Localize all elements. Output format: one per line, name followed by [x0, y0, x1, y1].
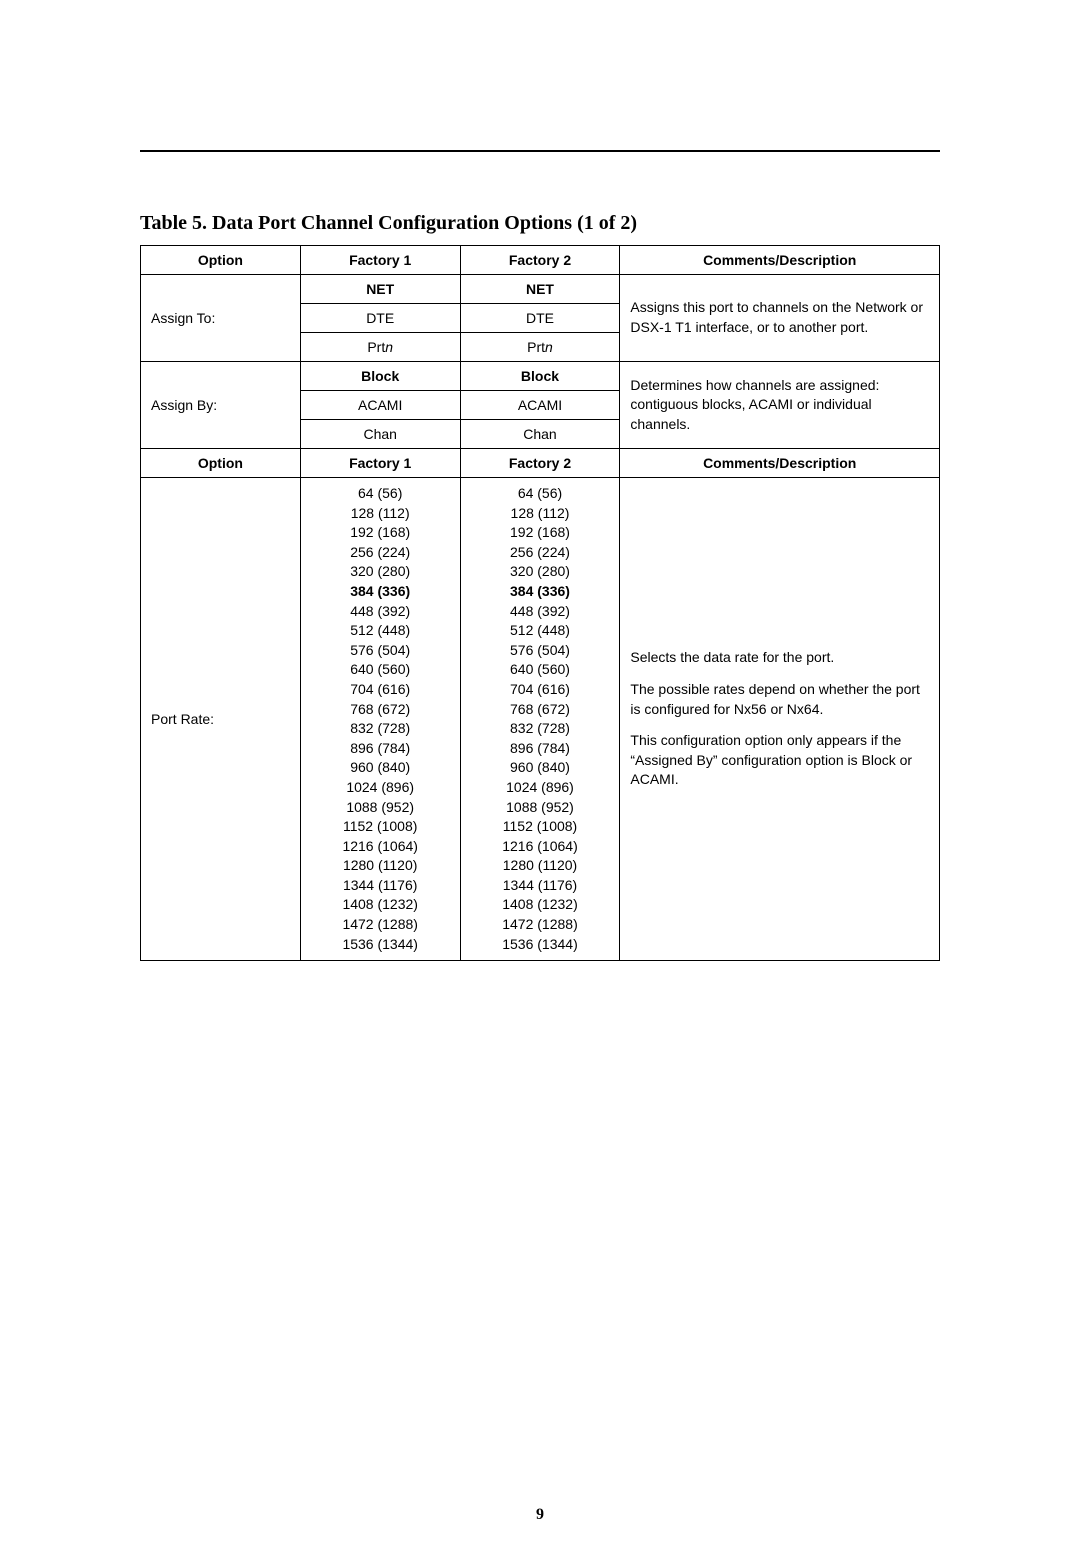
- assign-to-f2-net: NET: [460, 275, 620, 304]
- port-rate-value: 832 (728): [471, 719, 610, 739]
- port-rate-value: 1216 (1064): [311, 837, 450, 857]
- prtn-suffix-2: n: [545, 339, 553, 355]
- port-rate-value: 64 (56): [311, 484, 450, 504]
- port-rate-value: 1152 (1008): [311, 817, 450, 837]
- top-horizontal-rule: [140, 150, 940, 152]
- prtn-prefix: Prt: [367, 339, 385, 355]
- assign-by-f2-block: Block: [460, 362, 620, 391]
- port-rate-label: Port Rate:: [141, 478, 301, 961]
- port-rate-value: 576 (504): [471, 641, 610, 661]
- port-rate-description: Selects the data rate for the port. The …: [620, 478, 940, 961]
- table-title: Table 5. Data Port Channel Configuration…: [140, 212, 940, 235]
- assign-to-f2-dte: DTE: [460, 304, 620, 333]
- port-rate-row: Port Rate: 64 (56)128 (112)192 (168)256 …: [141, 478, 940, 961]
- port-rate-value: 704 (616): [311, 680, 450, 700]
- port-rate-value: 1152 (1008): [471, 817, 610, 837]
- port-rate-value: 448 (392): [471, 602, 610, 622]
- assign-to-description: Assigns this port to channels on the Net…: [620, 275, 940, 362]
- assign-to-f1-dte: DTE: [300, 304, 460, 333]
- header-factory1-2: Factory 1: [300, 449, 460, 478]
- port-rate-value: 896 (784): [471, 739, 610, 759]
- page-number: 9: [0, 1506, 1080, 1524]
- port-rate-value: 1472 (1288): [311, 915, 450, 935]
- port-rate-value: 896 (784): [311, 739, 450, 759]
- port-rate-value: 128 (112): [311, 504, 450, 524]
- port-rate-value: 1088 (952): [311, 798, 450, 818]
- port-rate-value: 1408 (1232): [311, 895, 450, 915]
- assign-by-label: Assign By:: [141, 362, 301, 449]
- config-options-table: Option Factory 1 Factory 2 Comments/Desc…: [140, 245, 940, 961]
- port-rate-value: 704 (616): [471, 680, 610, 700]
- port-rate-desc-p1: Selects the data rate for the port.: [630, 648, 929, 668]
- port-rate-value: 384 (336): [311, 582, 450, 602]
- port-rate-value: 192 (168): [311, 523, 450, 543]
- header-factory2: Factory 2: [460, 246, 620, 275]
- assign-by-row-block: Assign By: Block Block Determines how ch…: [141, 362, 940, 391]
- document-page: Table 5. Data Port Channel Configuration…: [0, 0, 1080, 1564]
- assign-by-f1-block: Block: [300, 362, 460, 391]
- assign-to-row-net: Assign To: NET NET Assigns this port to …: [141, 275, 940, 304]
- port-rate-value: 256 (224): [311, 543, 450, 563]
- port-rate-value: 1408 (1232): [471, 895, 610, 915]
- header-factory1: Factory 1: [300, 246, 460, 275]
- port-rate-value: 1280 (1120): [471, 856, 610, 876]
- header-option: Option: [141, 246, 301, 275]
- port-rate-value: 1024 (896): [471, 778, 610, 798]
- assign-to-f1-prtn: Prtn: [300, 333, 460, 362]
- header-comments-2: Comments/Description: [620, 449, 940, 478]
- port-rate-value: 1536 (1344): [471, 935, 610, 955]
- header-option-2: Option: [141, 449, 301, 478]
- port-rate-value: 1344 (1176): [471, 876, 610, 896]
- port-rate-value: 1472 (1288): [471, 915, 610, 935]
- prtn-prefix-2: Prt: [527, 339, 545, 355]
- port-rate-value: 1344 (1176): [311, 876, 450, 896]
- port-rate-value: 832 (728): [311, 719, 450, 739]
- port-rate-value: 256 (224): [471, 543, 610, 563]
- assign-to-label: Assign To:: [141, 275, 301, 362]
- port-rate-desc-p3: This configuration option only appears i…: [630, 731, 929, 790]
- port-rate-value: 576 (504): [311, 641, 450, 661]
- assign-by-description: Determines how channels are assigned: co…: [620, 362, 940, 449]
- port-rate-value: 768 (672): [471, 700, 610, 720]
- port-rate-value: 384 (336): [471, 582, 610, 602]
- port-rate-value: 640 (560): [471, 660, 610, 680]
- port-rate-value: 1088 (952): [471, 798, 610, 818]
- table-header-row: Option Factory 1 Factory 2 Comments/Desc…: [141, 246, 940, 275]
- port-rate-value: 128 (112): [471, 504, 610, 524]
- port-rate-desc-p2: The possible rates depend on whether the…: [630, 680, 929, 719]
- port-rate-value: 960 (840): [471, 758, 610, 778]
- port-rate-value: 320 (280): [471, 562, 610, 582]
- assign-by-f1-acami: ACAMI: [300, 391, 460, 420]
- assign-to-f2-prtn: Prtn: [460, 333, 620, 362]
- assign-by-f2-acami: ACAMI: [460, 391, 620, 420]
- port-rate-value: 64 (56): [471, 484, 610, 504]
- port-rate-value: 960 (840): [311, 758, 450, 778]
- port-rate-value: 512 (448): [311, 621, 450, 641]
- port-rate-value: 1536 (1344): [311, 935, 450, 955]
- port-rate-f1-list: 64 (56)128 (112)192 (168)256 (224)320 (2…: [300, 478, 460, 961]
- header-comments: Comments/Description: [620, 246, 940, 275]
- table-header-row-2: Option Factory 1 Factory 2 Comments/Desc…: [141, 449, 940, 478]
- port-rate-value: 320 (280): [311, 562, 450, 582]
- port-rate-value: 512 (448): [471, 621, 610, 641]
- port-rate-value: 448 (392): [311, 602, 450, 622]
- port-rate-value: 192 (168): [471, 523, 610, 543]
- port-rate-value: 1280 (1120): [311, 856, 450, 876]
- port-rate-f2-list: 64 (56)128 (112)192 (168)256 (224)320 (2…: [460, 478, 620, 961]
- port-rate-value: 1216 (1064): [471, 837, 610, 857]
- port-rate-value: 768 (672): [311, 700, 450, 720]
- port-rate-value: 1024 (896): [311, 778, 450, 798]
- prtn-suffix: n: [385, 339, 393, 355]
- port-rate-value: 640 (560): [311, 660, 450, 680]
- assign-to-f1-net: NET: [300, 275, 460, 304]
- header-factory2-2: Factory 2: [460, 449, 620, 478]
- assign-by-f2-chan: Chan: [460, 420, 620, 449]
- assign-by-f1-chan: Chan: [300, 420, 460, 449]
